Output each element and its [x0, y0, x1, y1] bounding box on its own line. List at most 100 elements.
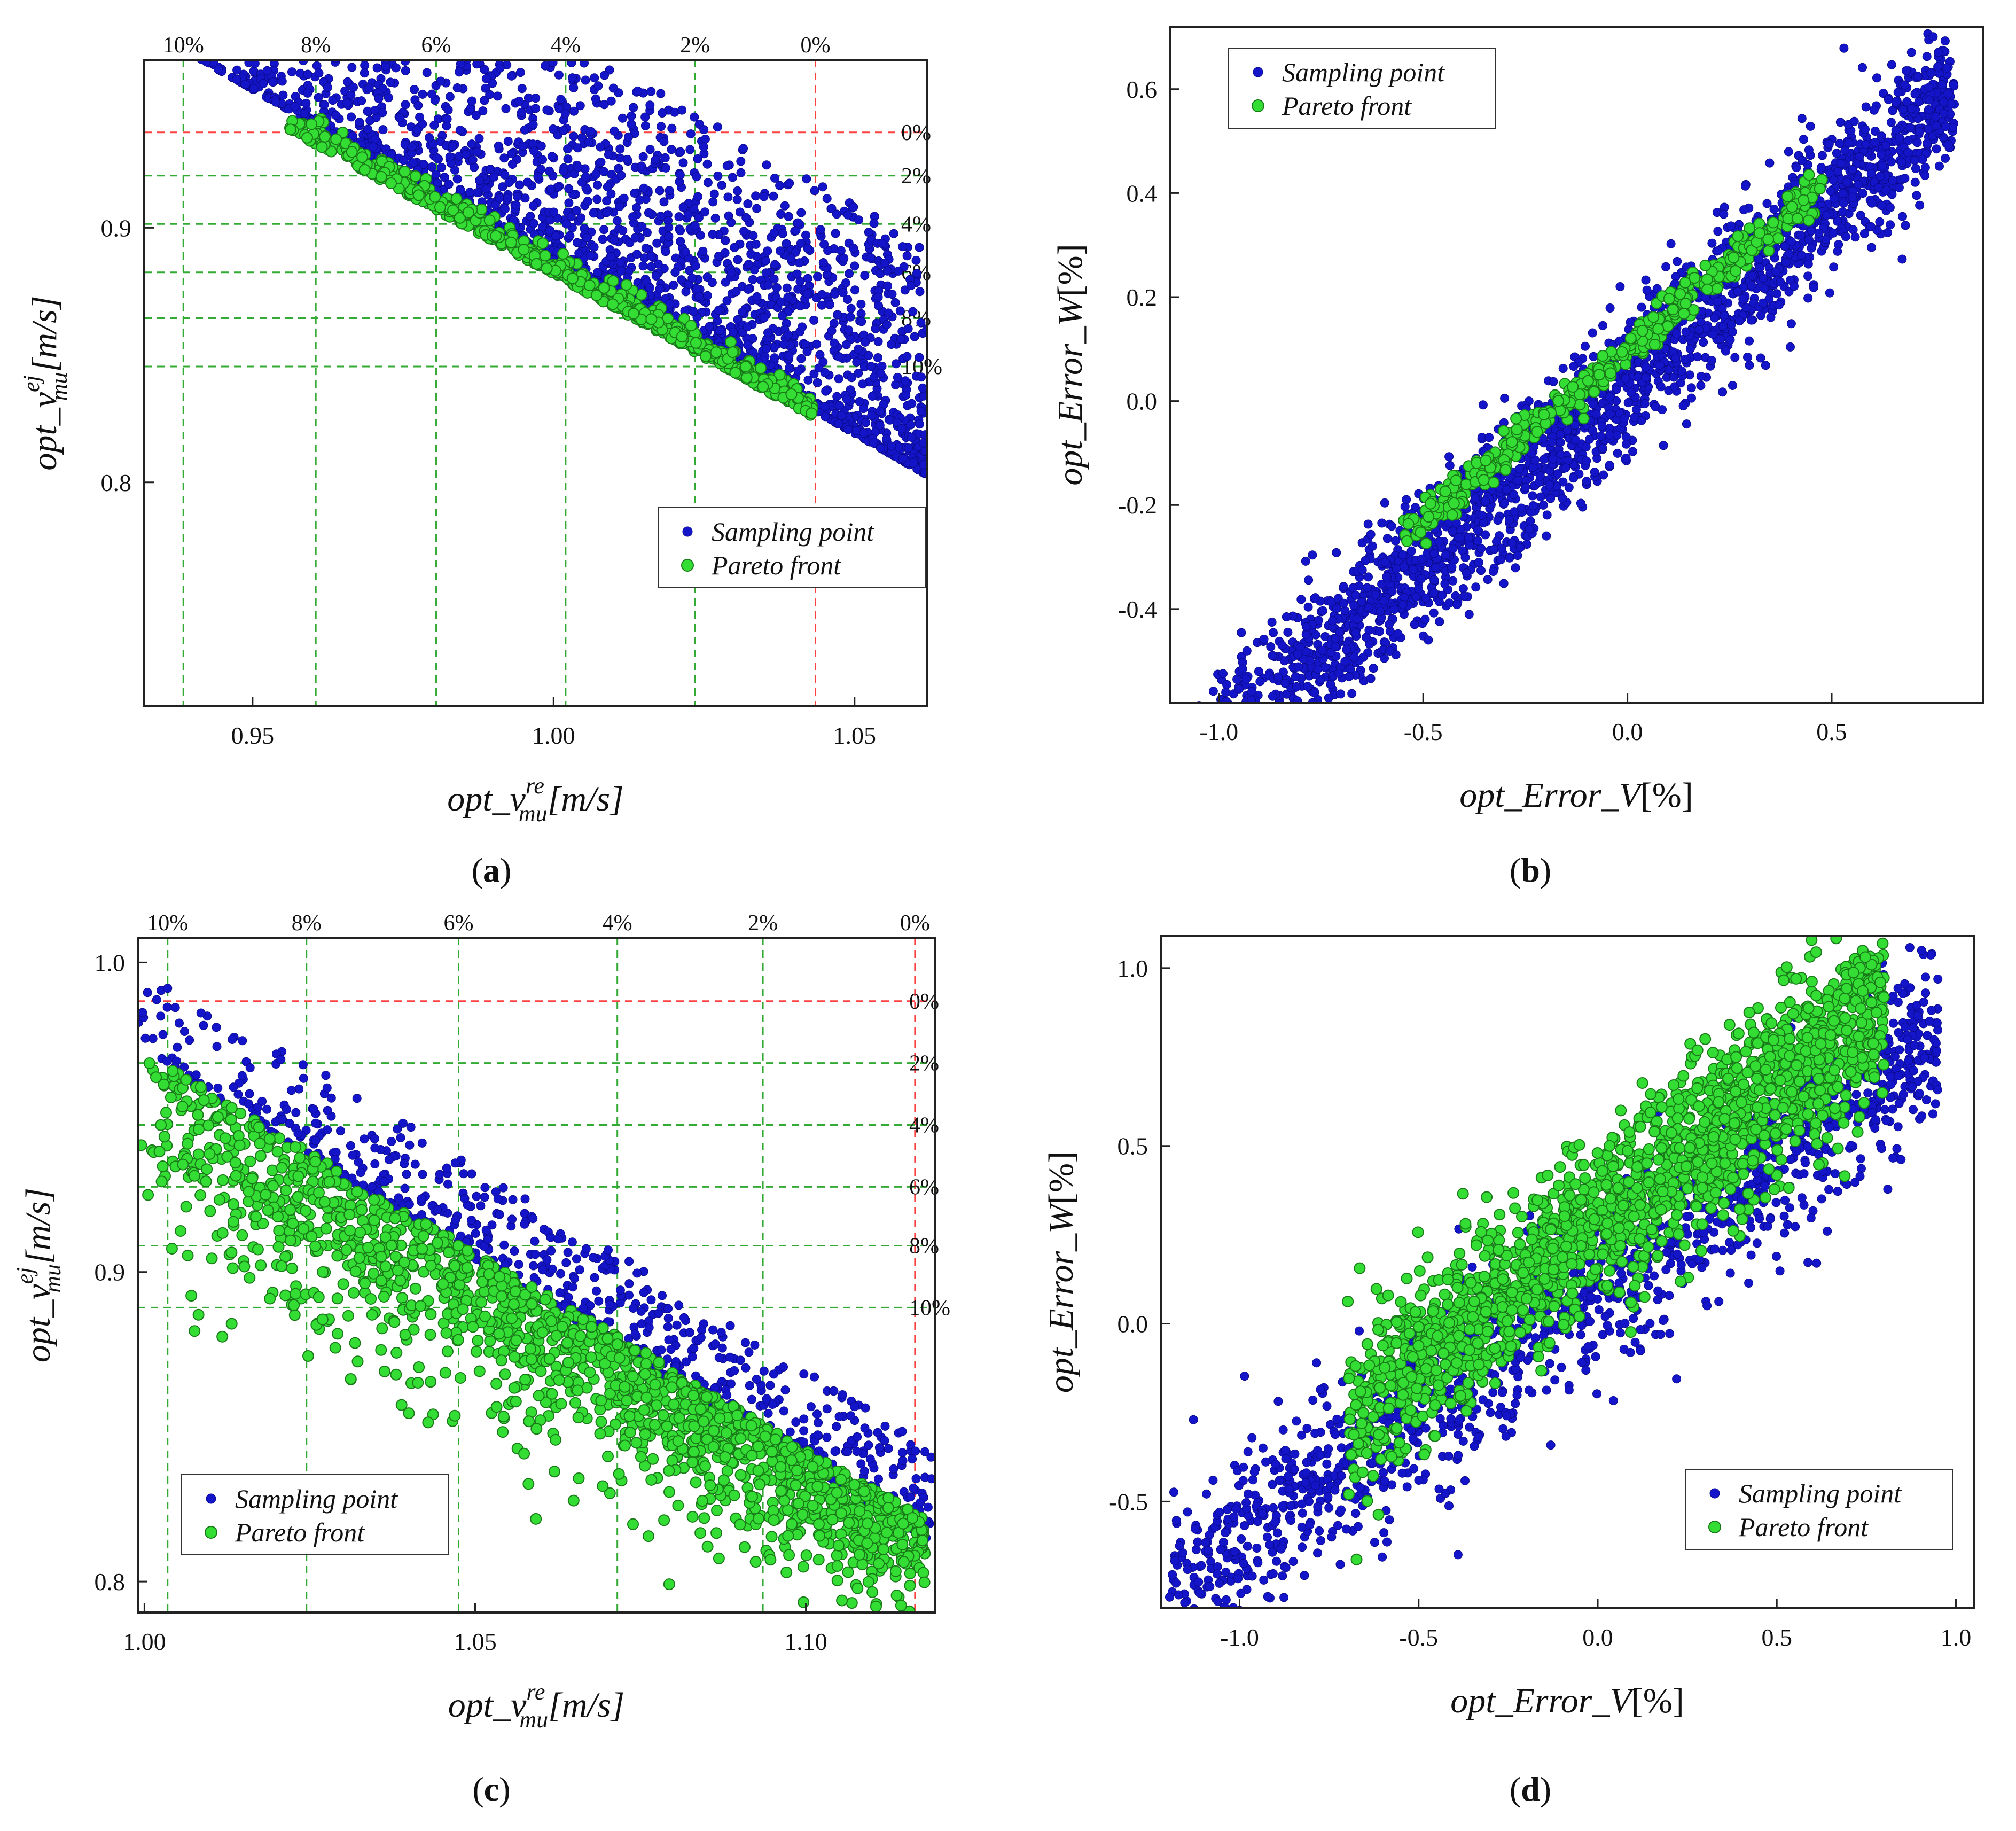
- sampling-point: [729, 328, 738, 337]
- sampling-point: [488, 79, 497, 88]
- sampling-point: [1301, 629, 1311, 639]
- sampling-point: [635, 195, 645, 205]
- sampling-point: [667, 123, 677, 133]
- sampling-point: [1861, 139, 1870, 149]
- sampling-point: [1349, 652, 1359, 662]
- panel-caption: (a): [472, 851, 512, 889]
- sampling-point: [791, 225, 801, 235]
- sampling-point: [1933, 62, 1943, 72]
- sampling-point: [1941, 122, 1950, 131]
- sampling-point: [907, 432, 916, 442]
- sampling-point: [1612, 385, 1621, 394]
- sampling-point: [917, 372, 926, 382]
- sampling-point: [1920, 171, 1930, 180]
- pareto-point: [628, 308, 640, 320]
- sampling-point: [831, 229, 840, 238]
- sampling-point: [240, 80, 250, 89]
- sampling-point: [690, 221, 700, 230]
- sampling-point: [1382, 534, 1392, 543]
- sampling-point: [1605, 409, 1615, 419]
- sampling-point: [821, 412, 830, 422]
- vref-label: 6%: [421, 33, 451, 58]
- sampling-point: [687, 274, 697, 283]
- sampling-point: [814, 363, 824, 373]
- pareto-point: [645, 313, 658, 325]
- sampling-point: [1481, 530, 1490, 540]
- sampling-point: [1232, 675, 1242, 684]
- sampling-point: [365, 116, 375, 126]
- sampling-point: [1441, 550, 1450, 559]
- sampling-point: [850, 285, 859, 295]
- sampling-point: [1900, 174, 1910, 183]
- sampling-point: [1265, 704, 1274, 712]
- sampling-point: [1804, 235, 1814, 245]
- sampling-point: [1556, 438, 1565, 447]
- sampling-point: [1339, 598, 1348, 608]
- sampling-point: [1926, 68, 1936, 78]
- sampling-point: [1517, 503, 1526, 513]
- sampling-point: [467, 139, 476, 149]
- sampling-point: [1730, 353, 1740, 362]
- sampling-point: [915, 353, 924, 362]
- plot-frame: [143, 59, 928, 707]
- sampling-point: [445, 152, 455, 162]
- sampling-point: [549, 207, 559, 217]
- sampling-point: [1734, 316, 1744, 326]
- sampling-point: [1756, 353, 1765, 363]
- sampling-point: [1915, 200, 1925, 210]
- sampling-point: [1571, 435, 1580, 445]
- sampling-point: [1786, 342, 1795, 352]
- sampling-point: [1444, 598, 1454, 608]
- sampling-point: [833, 310, 842, 320]
- sampling-point: [761, 256, 770, 266]
- sampling-point: [1576, 498, 1585, 508]
- sampling-point: [783, 293, 793, 302]
- sampling-point: [1833, 246, 1842, 256]
- sampling-point: [1340, 657, 1350, 666]
- sampling-point: [655, 186, 665, 196]
- sampling-point: [395, 113, 404, 123]
- sampling-point: [490, 200, 500, 210]
- sampling-point: [1898, 212, 1907, 221]
- sampling-point: [1344, 672, 1354, 681]
- sampling-point: [378, 125, 388, 135]
- sampling-point: [1221, 688, 1231, 697]
- sampling-point: [1796, 230, 1806, 240]
- sampling-point: [661, 163, 670, 173]
- sampling-point: [1238, 664, 1247, 674]
- sampling-point: [593, 268, 603, 277]
- pareto-point: [518, 244, 530, 256]
- sampling-point: [401, 60, 410, 66]
- sampling-point: [1850, 232, 1860, 242]
- sampling-point: [445, 92, 455, 102]
- sampling-point: [867, 411, 877, 420]
- sampling-point: [795, 258, 804, 268]
- sampling-point: [1713, 246, 1723, 255]
- sampling-point: [1935, 161, 1944, 171]
- sampling-point: [1940, 36, 1950, 46]
- sampling-point: [898, 242, 908, 252]
- sampling-point: [1481, 496, 1490, 506]
- sampling-point: [342, 98, 352, 108]
- sampling-point: [903, 324, 913, 333]
- sampling-point: [876, 407, 885, 416]
- sampling-point: [1911, 163, 1920, 173]
- sampling-point: [1283, 628, 1293, 637]
- sampling-point: [563, 154, 573, 164]
- sampling-point: [743, 199, 753, 208]
- sampling-point: [1598, 443, 1607, 453]
- sampling-point: [887, 340, 896, 349]
- sampling-point: [661, 247, 670, 256]
- sampling-point: [1527, 449, 1536, 458]
- sampling-point: [627, 119, 636, 129]
- sampling-point: [608, 83, 618, 93]
- sampling-point: [370, 106, 380, 115]
- sampling-point: [837, 411, 847, 420]
- sampling-point: [1891, 126, 1901, 135]
- sampling-point: [1803, 271, 1813, 281]
- sampling-point: [731, 287, 741, 297]
- sampling-point: [465, 188, 475, 197]
- sampling-point: [674, 212, 684, 222]
- sampling-point: [703, 178, 713, 188]
- sampling-point: [842, 394, 851, 404]
